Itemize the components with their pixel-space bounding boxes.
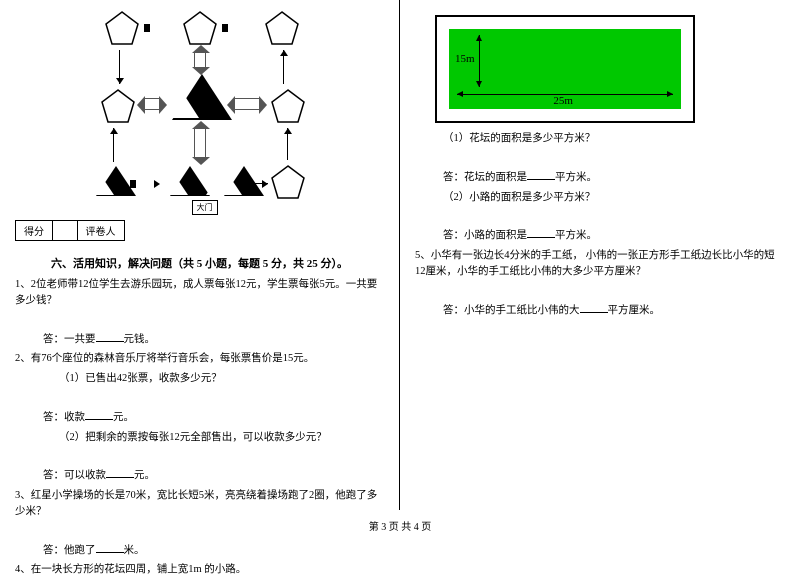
answer-blank[interactable] <box>527 227 555 238</box>
arrow-up-icon <box>280 50 288 84</box>
right-column: 15m 25m （1）花坛的面积是多少平方米？ 答：花坛的面积是平方米。 （2）… <box>400 0 800 510</box>
answer-suffix: 元。 <box>134 470 155 481</box>
shapes-diagram: 大门 <box>60 10 340 210</box>
answer-blank[interactable] <box>580 302 608 313</box>
q5-ans: 答：小华的手工纸比小伟的大 平方厘米。 <box>443 302 785 319</box>
q2-sub1: （1）已售出42张票，收款多少元？ <box>59 371 384 387</box>
answer-blank[interactable] <box>527 169 555 180</box>
q2-text: 2、有76个座位的森林音乐厅将举行音乐会，每张票售价是15元。 <box>15 351 384 367</box>
score-blank <box>53 221 78 240</box>
q4-sub1: （1）花坛的面积是多少平方米？ <box>443 131 785 147</box>
answer-suffix: 平方厘米。 <box>608 305 661 316</box>
arrow-up-icon <box>110 128 118 162</box>
answer-suffix: 平方米。 <box>555 230 597 241</box>
arrow-up-icon <box>284 128 292 160</box>
q3-ans: 答：他跑了 米。 <box>43 542 384 559</box>
answer-blank[interactable] <box>85 409 113 420</box>
answer-prefix: 答：小华的手工纸比小伟的大 <box>443 305 580 316</box>
answer-suffix: 米。 <box>124 545 145 556</box>
arrow-left-icon <box>222 24 260 32</box>
q4-ans1: 答：花坛的面积是 平方米。 <box>443 169 785 186</box>
answer-prefix: 答：可以收款 <box>43 470 106 481</box>
answer-prefix: 答：收款 <box>43 412 85 423</box>
q2-ans2: 答：可以收款 元。 <box>43 467 384 484</box>
arrow-down-icon <box>116 50 124 84</box>
answer-suffix: 元。 <box>113 412 134 423</box>
flowerbed-figure: 15m 25m <box>435 15 695 123</box>
answer-blank[interactable] <box>96 542 124 553</box>
pentagon-icon <box>270 164 306 200</box>
page: 大门 得分 评卷人 六、活用知识，解决问题（共 5 小题，每题 5 分，共 25… <box>0 0 800 510</box>
score-box: 得分 评卷人 <box>15 220 125 241</box>
dim-height-label: 15m <box>455 53 475 65</box>
pentagon-icon <box>100 88 136 124</box>
answer-prefix: 答：他跑了 <box>43 545 96 556</box>
pentagon-icon <box>270 88 306 124</box>
grader-label: 评卷人 <box>78 221 124 240</box>
section-6-title: 六、活用知识，解决问题（共 5 小题，每题 5 分，共 25 分）。 <box>15 255 384 271</box>
arrow-both-icon <box>130 180 160 188</box>
q1-answer: 答：一共要 元钱。 <box>43 331 384 348</box>
q4-sub2: （2）小路的面积是多少平方米？ <box>443 190 785 206</box>
dim-arrow-v <box>479 35 480 87</box>
pentagon-icon <box>104 10 140 46</box>
answer-blank[interactable] <box>106 467 134 478</box>
left-column: 大门 得分 评卷人 六、活用知识，解决问题（共 5 小题，每题 5 分，共 25… <box>0 0 400 510</box>
entry-label: 大门 <box>192 200 218 215</box>
pentagon-icon <box>182 10 218 46</box>
answer-prefix: 答：花坛的面积是 <box>443 172 527 183</box>
answer-suffix: 平方米。 <box>555 172 597 183</box>
answer-blank[interactable] <box>96 331 124 342</box>
answer-prefix: 答：小路的面积是 <box>443 230 527 241</box>
q2-ans1: 答：收款 元。 <box>43 409 384 426</box>
double-arrow-icon <box>194 128 206 158</box>
answer-prefix: 答：一共要 <box>43 334 96 345</box>
double-arrow-icon <box>234 98 260 110</box>
answer-suffix: 元钱。 <box>124 334 156 345</box>
dim-width-label: 25m <box>553 95 573 107</box>
q2-sub2: （2）把剩余的票按每张12元全部售出，可以收款多少元？ <box>59 430 384 446</box>
arrow-right-icon <box>246 180 268 188</box>
double-arrow-icon <box>194 52 206 68</box>
flowerbed-rect: 15m 25m <box>449 29 681 109</box>
pentagon-icon <box>264 10 300 46</box>
q4-ans2: 答：小路的面积是 平方米。 <box>443 227 785 244</box>
score-label: 得分 <box>16 221 53 240</box>
double-arrow-icon <box>144 98 160 110</box>
q3-text: 3、红星小学操场的长是70米，宽比长短5米，亮亮绕着操场跑了2圈，他跑了多少米？ <box>15 488 384 520</box>
q1-text: 1、2位老师带12位学生去游乐园玩，成人票每张12元，学生票每张5元。一共要多少… <box>15 277 384 309</box>
q5-text: 5、小华有一张边长4分米的手工纸， 小伟的一张正方形手工纸边长比小华的短12厘米… <box>415 248 785 280</box>
arrow-left-icon <box>144 24 178 32</box>
